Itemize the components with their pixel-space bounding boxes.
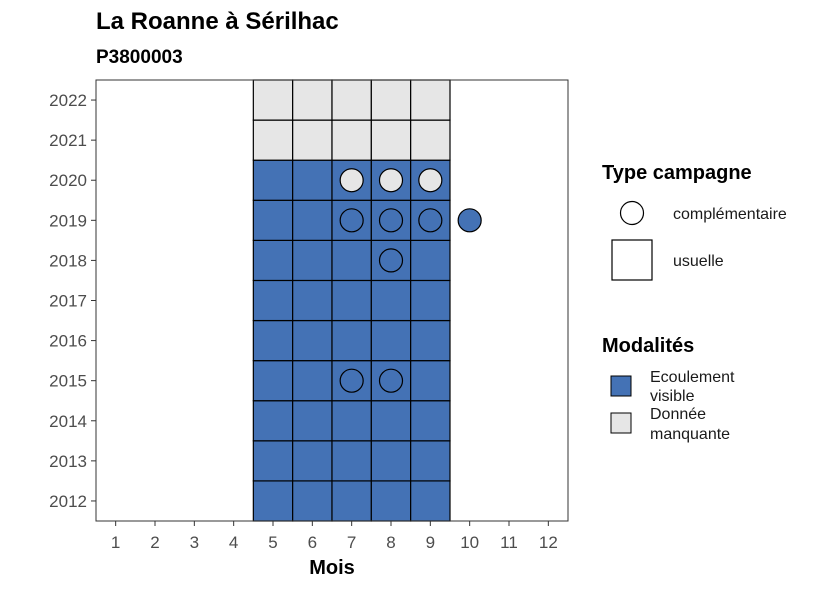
cell-2021-8	[371, 120, 410, 160]
cell-2021-6	[293, 120, 332, 160]
cell-2013-6	[293, 441, 332, 481]
y-tick-label-2021: 2021	[49, 131, 87, 150]
x-tick-label-10: 10	[460, 533, 479, 552]
cell-2021-7	[332, 120, 371, 160]
cell-2016-5	[253, 321, 292, 361]
cell-2021-9	[411, 120, 450, 160]
cell-2016-6	[293, 321, 332, 361]
cell-2022-9	[411, 80, 450, 120]
legend-ecoulement-visible-swatch	[611, 376, 631, 396]
cell-2012-5	[253, 481, 292, 521]
cell-2012-9	[411, 481, 450, 521]
cell-2015-6	[293, 361, 332, 401]
cell-2017-5	[253, 280, 292, 320]
cell-2020-6	[293, 160, 332, 200]
legend-usuelle-symbol	[612, 240, 652, 280]
y-tick-label-2017: 2017	[49, 292, 87, 311]
x-tick-label-9: 9	[426, 533, 435, 552]
cell-2018-7	[332, 240, 371, 280]
cell-2019-5	[253, 200, 292, 240]
y-axis: 2012 2013 2014 2015 2016 2017 2018 2019 2020 2021…	[49, 91, 96, 511]
cell-2021-5	[253, 120, 292, 160]
legend-usuelle-label: usuelle	[673, 253, 724, 270]
y-tick-label-2018: 2018	[49, 251, 87, 270]
dot-2019-8	[380, 209, 403, 232]
x-tick-label-3: 3	[190, 533, 199, 552]
x-axis: 1 2 3 4 5 6 7 8 9 10 11 12	[111, 521, 558, 552]
cell-2022-7	[332, 80, 371, 120]
cell-2020-5	[253, 160, 292, 200]
x-tick-label-1: 1	[111, 533, 120, 552]
cell-2013-9	[411, 441, 450, 481]
cell-2018-5	[253, 240, 292, 280]
cell-2015-5	[253, 361, 292, 401]
x-tick-label-6: 6	[308, 533, 317, 552]
cell-2018-9	[411, 240, 450, 280]
legend-donnee-manquante-label-line2: manquante	[650, 426, 730, 443]
cell-2018-6	[293, 240, 332, 280]
cell-2017-6	[293, 280, 332, 320]
cell-2022-8	[371, 80, 410, 120]
x-tick-label-5: 5	[268, 533, 277, 552]
cell-2013-8	[371, 441, 410, 481]
dot-2019-9	[419, 209, 442, 232]
chart-title: La Roanne à Sérilhac	[96, 8, 339, 35]
dot-2015-8	[380, 369, 403, 392]
cell-2017-9	[411, 280, 450, 320]
cell-2016-8	[371, 321, 410, 361]
usuelle-cells	[253, 80, 450, 521]
cell-2014-9	[411, 401, 450, 441]
cell-2022-6	[293, 80, 332, 120]
y-tick-label-2013: 2013	[49, 452, 87, 471]
cell-2013-7	[332, 441, 371, 481]
cell-2016-9	[411, 321, 450, 361]
legend-complementaire-symbol	[621, 202, 644, 225]
x-tick-label-7: 7	[347, 533, 356, 552]
legend-complementaire-label: complémentaire	[673, 206, 787, 223]
cell-2014-6	[293, 401, 332, 441]
dot-2019-10	[458, 209, 481, 232]
legend-donnee-manquante-swatch	[611, 413, 631, 433]
dot-2018-8	[380, 249, 403, 272]
y-tick-label-2014: 2014	[49, 412, 87, 431]
legend-ecoulement-visible-label-line1: Ecoulement	[650, 369, 735, 386]
legend-ecoulement-visible-label-line2: visible	[650, 388, 695, 405]
legend-donnee-manquante-label-line1: Donnée	[650, 406, 706, 423]
cell-2019-6	[293, 200, 332, 240]
dot-2019-7	[340, 209, 363, 232]
cell-2014-8	[371, 401, 410, 441]
dot-2015-7	[340, 369, 363, 392]
cell-2017-7	[332, 280, 371, 320]
y-tick-label-2012: 2012	[49, 492, 87, 511]
y-tick-label-2015: 2015	[49, 372, 87, 391]
x-tick-label-2: 2	[150, 533, 159, 552]
dot-2020-8	[380, 169, 403, 192]
cell-2014-5	[253, 401, 292, 441]
x-tick-label-11: 11	[500, 533, 518, 552]
y-tick-label-2022: 2022	[49, 91, 87, 110]
cell-2012-6	[293, 481, 332, 521]
chart-subtitle: P3800003	[96, 47, 183, 68]
cell-2022-5	[253, 80, 292, 120]
dot-2020-9	[419, 169, 442, 192]
y-tick-label-2019: 2019	[49, 211, 87, 230]
cell-2012-7	[332, 481, 371, 521]
y-tick-label-2016: 2016	[49, 332, 87, 351]
dot-2020-7	[340, 169, 363, 192]
legend-modalites-title: Modalités	[602, 335, 694, 357]
cell-2015-9	[411, 361, 450, 401]
x-axis-title: Mois	[309, 557, 355, 579]
x-tick-label-8: 8	[386, 533, 395, 552]
cell-2013-5	[253, 441, 292, 481]
cell-2012-8	[371, 481, 410, 521]
x-tick-label-4: 4	[229, 533, 238, 552]
y-tick-label-2020: 2020	[49, 171, 87, 190]
cell-2017-8	[371, 280, 410, 320]
cell-2016-7	[332, 321, 371, 361]
x-tick-label-12: 12	[539, 533, 558, 552]
legend-type-campagne-title: Type campagne	[602, 162, 752, 184]
cell-2014-7	[332, 401, 371, 441]
